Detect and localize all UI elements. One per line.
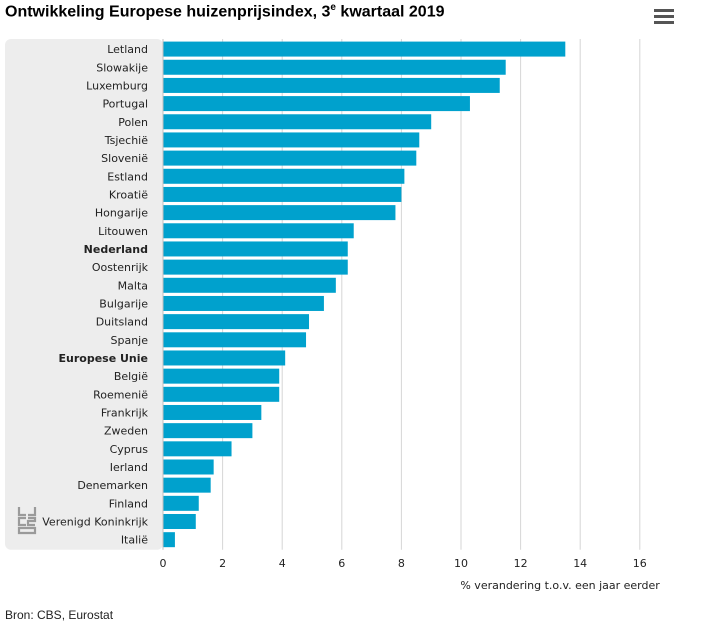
menu-line [654, 9, 674, 12]
bar [163, 259, 348, 275]
tick-label: 2 [219, 557, 226, 570]
category-panel [5, 39, 163, 550]
bar [163, 205, 396, 221]
category-label: Kroatië [109, 188, 148, 201]
category-label: Slovenië [101, 152, 148, 165]
category-label: Spanje [110, 334, 148, 347]
bar [163, 223, 354, 239]
tick-label: 12 [514, 557, 528, 570]
bar [163, 41, 566, 57]
cbs-logo-icon [17, 507, 37, 535]
category-label: Slowakije [96, 61, 148, 74]
source-note: Bron: CBS, Eurostat [5, 608, 114, 622]
bar [163, 277, 336, 293]
category-label: Finland [109, 497, 148, 510]
category-label: Ierland [110, 461, 148, 474]
chart-title: Ontwikkeling Europese huizenprijsindex, … [5, 2, 445, 21]
bar [163, 532, 175, 548]
bar [163, 386, 280, 402]
category-label: Oostenrijk [92, 261, 149, 274]
chart-title-main: Ontwikkeling Europese huizenprijsindex, … [5, 3, 331, 21]
bar [163, 314, 310, 330]
category-label: Estland [107, 170, 148, 183]
bar [163, 77, 500, 93]
category-label: Tsjechië [104, 134, 149, 147]
category-label: Portugal [102, 98, 148, 111]
tick-label: 0 [160, 557, 167, 570]
bar [163, 295, 324, 311]
category-label: Letland [107, 43, 148, 56]
category-label: Hongarije [95, 207, 148, 220]
bar [163, 404, 262, 420]
category-label: Zweden [104, 425, 148, 438]
bar [163, 350, 286, 366]
category-label: Duitsland [96, 316, 148, 329]
category-label: Europese Unie [59, 352, 149, 365]
bar [163, 459, 214, 475]
category-label: Litouwen [98, 225, 148, 238]
bar [163, 477, 211, 493]
tick-label: 16 [633, 557, 647, 570]
bar [163, 514, 196, 530]
category-label: België [114, 370, 148, 383]
tick-label: 10 [454, 557, 468, 570]
menu-line [654, 15, 674, 18]
tick-label: 14 [573, 557, 587, 570]
bar [163, 368, 280, 384]
category-label: Malta [118, 279, 148, 292]
bar [163, 96, 470, 112]
bar [163, 59, 506, 75]
tick-label: 6 [338, 557, 345, 570]
bar [163, 423, 253, 439]
category-label: Luxemburg [86, 79, 148, 92]
category-label: Bulgarije [99, 297, 148, 310]
bar [163, 332, 307, 348]
bar [163, 150, 417, 166]
menu-line [654, 21, 674, 24]
category-label: Roemenië [93, 388, 148, 401]
bar [163, 441, 232, 457]
category-label: Italië [121, 534, 148, 547]
bar [163, 132, 420, 148]
category-label: Polen [118, 116, 148, 129]
bar-chart: Letland Slowakije Luxemburg Portugal Polen Ts… [5, 39, 660, 592]
chart-title-superscript: e [330, 2, 336, 13]
bar [163, 186, 402, 202]
category-label: Verenigd Koninkrijk [42, 516, 148, 529]
category-label: Nederland [84, 243, 148, 256]
tick-label: 8 [398, 557, 405, 570]
tick-label: 4 [279, 557, 286, 570]
hamburger-menu-icon[interactable] [652, 6, 676, 28]
bar [163, 168, 405, 184]
category-label: Denemarken [77, 479, 148, 492]
category-label: Frankrijk [101, 406, 149, 419]
category-label: Cyprus [110, 443, 149, 456]
bar [163, 241, 348, 257]
chart-title-rest: kwartaal 2019 [335, 3, 445, 21]
x-axis-title: % verandering t.o.v. een jaar eerder [460, 579, 660, 592]
bar [163, 114, 432, 130]
bar [163, 495, 199, 511]
